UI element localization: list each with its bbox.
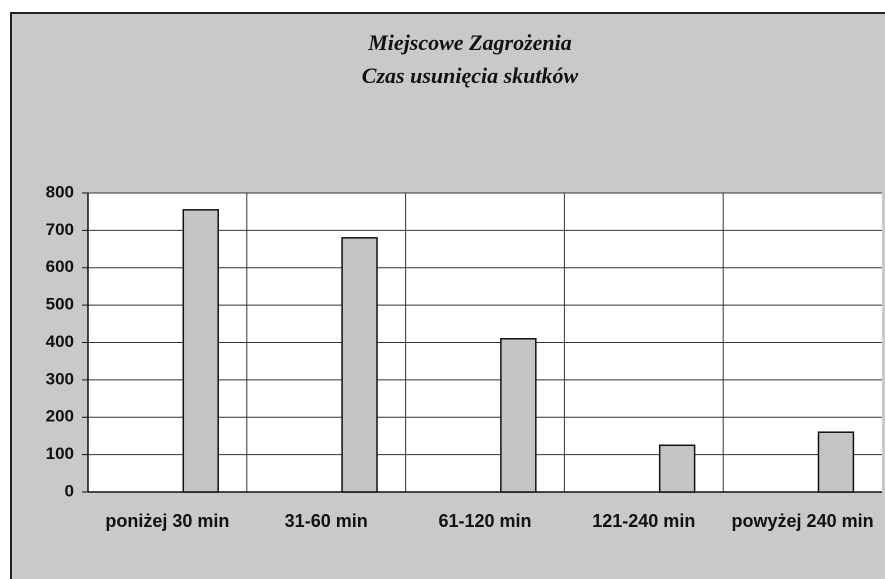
y-tick-label: 500 bbox=[46, 295, 74, 314]
bar bbox=[182, 209, 219, 493]
bar bbox=[341, 237, 378, 493]
y-tick-label: 200 bbox=[46, 407, 74, 426]
y-tick-label: 700 bbox=[46, 220, 74, 239]
x-tick-label: 61-120 min bbox=[438, 511, 532, 531]
y-tick-label: 600 bbox=[46, 257, 74, 276]
chart-title: Miejscowe Zagrożenia bbox=[367, 30, 572, 55]
y-tick-label: 300 bbox=[46, 369, 74, 388]
x-tick-label: 121-240 min bbox=[592, 511, 696, 531]
bar bbox=[817, 431, 855, 493]
bar bbox=[500, 338, 537, 493]
x-tick-label: poniżej 30 min bbox=[105, 511, 230, 531]
y-tick-label: 800 bbox=[46, 182, 74, 201]
chart-subtitle: Czas usunięcia skutków bbox=[362, 63, 579, 88]
x-tick-label: powyżej 240 min bbox=[731, 511, 874, 531]
y-tick-label: 400 bbox=[46, 332, 74, 351]
x-tick-label: 31-60 min bbox=[284, 511, 368, 531]
y-tick-label: 0 bbox=[65, 481, 74, 500]
bar bbox=[658, 444, 696, 493]
y-tick-label: 100 bbox=[46, 444, 74, 463]
